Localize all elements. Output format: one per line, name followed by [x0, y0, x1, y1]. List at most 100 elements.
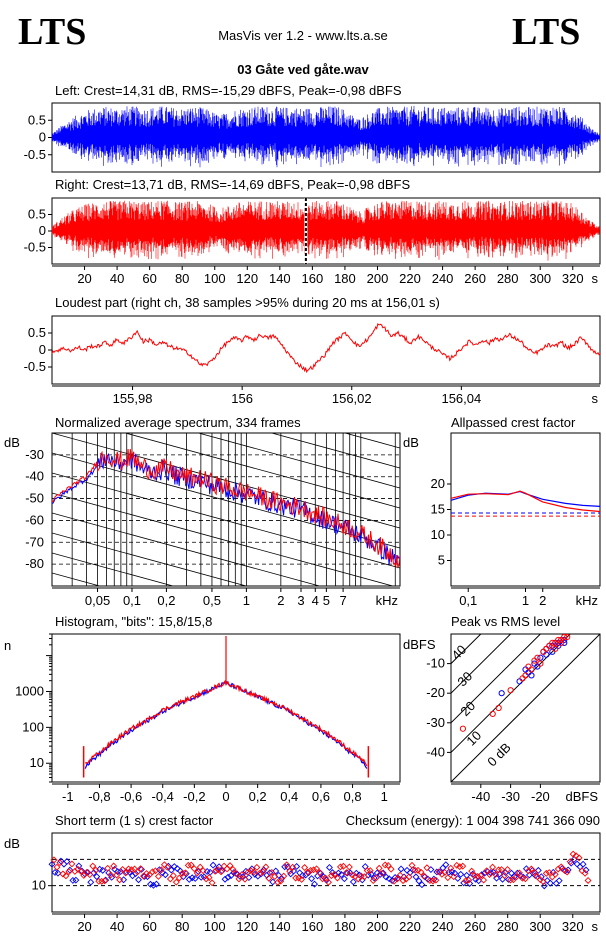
short-crest-point-left	[117, 868, 125, 875]
short-crest-point-right	[83, 868, 91, 876]
short-crest-point-right	[387, 865, 395, 873]
spectrum-diagonal	[270, 433, 400, 469]
short-crest-point-left	[176, 867, 184, 875]
right-waveform-ytick-label: -0.5	[24, 240, 46, 255]
short-crest-point-right	[274, 878, 282, 886]
short-crest-point-right	[536, 876, 544, 884]
short-crest-point-left	[522, 865, 530, 873]
short-crest-point-right	[375, 864, 383, 872]
peak-rms-point-left	[537, 654, 544, 661]
histogram-ylabel: n	[4, 638, 11, 653]
short-crest-point-right	[429, 877, 437, 885]
loudest-ytick-label: -0.5	[24, 359, 46, 374]
short-crest-point-right	[50, 856, 58, 864]
short-crest-point-left	[120, 876, 128, 884]
short-crest-point-right	[542, 869, 550, 877]
short-crest-time-axis-tick-label: 80	[175, 919, 189, 934]
short-crest-point-left	[167, 866, 175, 874]
short-crest-point-right	[295, 874, 303, 882]
spectrum-ytick-label: -30	[25, 447, 44, 462]
histogram-xtick-label: -0,2	[183, 789, 205, 804]
short-crest-point-right	[298, 875, 306, 883]
short-crest-point-right	[238, 871, 246, 878]
spectrum-xunit: kHz	[376, 593, 398, 608]
short-crest-point-left	[48, 860, 56, 868]
short-crest-point-right	[232, 870, 240, 878]
spectrum-title: Normalized average spectrum, 334 frames	[55, 415, 301, 430]
short-crest-point-right	[420, 872, 428, 880]
short-crest-point-right	[486, 871, 494, 879]
short-crest-point-right	[226, 862, 234, 870]
time-axis-unit: s	[592, 271, 599, 286]
time-axis-tick-label: 260	[464, 271, 486, 286]
short-crest-point-right	[417, 868, 425, 876]
time-axis-tick-label: 160	[302, 271, 324, 286]
crest-xunit: kHz	[576, 593, 598, 608]
peak-rms-diag-label: 20	[457, 698, 478, 719]
short-crest-point-right	[208, 879, 216, 887]
short-crest-point-right	[313, 865, 321, 873]
short-crest-point-right	[339, 862, 347, 870]
short-crest-point-left	[278, 875, 286, 882]
peak-rms-crest-line	[451, 634, 600, 782]
short-crest-point-right	[265, 874, 273, 882]
spectrum-diagonal	[52, 552, 175, 586]
peak-rms-point-left	[525, 669, 532, 676]
short-crest-point-right	[187, 861, 195, 869]
short-crest-point-left	[152, 880, 160, 888]
peak-rms-point-right	[540, 648, 547, 655]
short-crest-point-right	[348, 871, 356, 879]
peak-rms-crest-line	[451, 634, 482, 664]
spectrum-diagonal	[52, 492, 395, 586]
short-crest-title: Short term (1 s) crest factor	[55, 813, 214, 828]
short-crest-point-right	[217, 868, 225, 876]
short-crest-point-right	[271, 873, 279, 880]
peak-rms-xlabel: dBFS	[565, 789, 598, 804]
short-crest-point-left	[296, 869, 304, 877]
short-crest-point-right	[304, 868, 312, 876]
short-crest-point-left	[224, 873, 232, 881]
histogram-ytick-label: 10	[30, 755, 44, 770]
peak-rms-point-right	[459, 725, 467, 732]
short-crest-point-left	[546, 879, 554, 887]
short-crest-point-right	[307, 866, 315, 874]
short-crest-time-axis-tick-label: 60	[142, 919, 156, 934]
short-crest-point-right	[512, 873, 520, 881]
histogram-xtick-label: 0,4	[280, 789, 298, 804]
short-crest-point-left	[197, 873, 205, 881]
short-crest-point-left	[439, 864, 447, 872]
peak-rms-point-right	[558, 639, 565, 646]
short-crest-point-right	[154, 872, 162, 880]
short-crest-point-left	[346, 869, 354, 877]
short-crest-point-left	[549, 868, 557, 876]
short-crest-point-right	[74, 865, 82, 873]
short-crest-point-right	[143, 870, 150, 878]
short-crest-time-axis-tick-label: 100	[204, 919, 226, 934]
short-crest-point-left	[499, 875, 506, 883]
crest-xtick-label: 0,1	[459, 593, 477, 608]
peak-rms-frame	[450, 633, 601, 783]
file-title: 03 Gåte ved gåte.wav	[237, 62, 369, 77]
short-crest-time-axis-tick-label: 120	[236, 919, 258, 934]
time-axis-tick-label: 280	[497, 271, 519, 286]
short-crest-point-right	[468, 867, 476, 875]
short-crest-point-right	[163, 863, 171, 871]
short-crest-point-right	[113, 871, 121, 879]
loudest-part-frame	[51, 315, 601, 385]
peak-rms-crest-line	[451, 634, 512, 694]
spectrum-xtick-label: 1	[243, 593, 250, 608]
short-crest-point-left	[576, 863, 584, 871]
short-crest-point-right	[450, 873, 458, 881]
loudest-ytick-label: 0	[39, 342, 46, 357]
short-crest-point-right	[259, 868, 267, 876]
short-crest-point-left	[337, 871, 345, 878]
spectrum-diagonal	[52, 452, 400, 549]
short-crest-point-right	[477, 872, 485, 879]
peak-rms-point-right	[495, 704, 502, 712]
short-crest-point-right	[566, 858, 574, 866]
short-crest-point-left	[326, 864, 333, 871]
short-crest-point-right	[524, 867, 532, 875]
short-crest-point-right	[137, 865, 144, 873]
